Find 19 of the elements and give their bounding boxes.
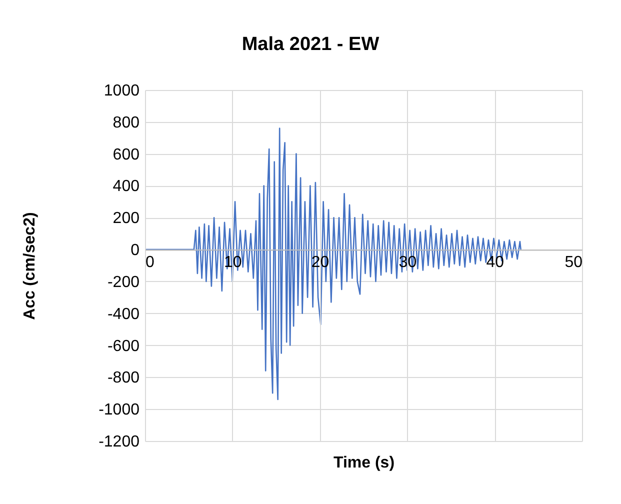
- line-series: [145, 128, 522, 400]
- y-tick-label: -1000: [98, 402, 140, 419]
- y-tick-label: -800: [107, 370, 140, 387]
- y-tick-label: 600: [112, 146, 140, 164]
- y-tick-label: -200: [107, 274, 140, 291]
- y-tick-label: 0: [130, 242, 140, 260]
- chart-title: Mala 2021 - EW: [242, 34, 380, 55]
- y-tick-label: 1000: [104, 82, 140, 100]
- y-tick-label: 200: [112, 210, 140, 228]
- y-tick-label: 800: [112, 114, 140, 132]
- y-tick-label: -1200: [98, 434, 140, 450]
- y-axis-title: Acc (cm/sec2): [22, 212, 38, 320]
- y-tick-label: -400: [107, 306, 140, 323]
- x-axis-title: Time (s): [333, 454, 395, 472]
- x-tick-label: 40: [486, 254, 504, 272]
- y-tick-label: 400: [112, 178, 140, 196]
- y-tick-label: -600: [107, 338, 140, 355]
- x-tick-label: 0: [146, 254, 154, 272]
- x-tick-label: 50: [564, 254, 583, 272]
